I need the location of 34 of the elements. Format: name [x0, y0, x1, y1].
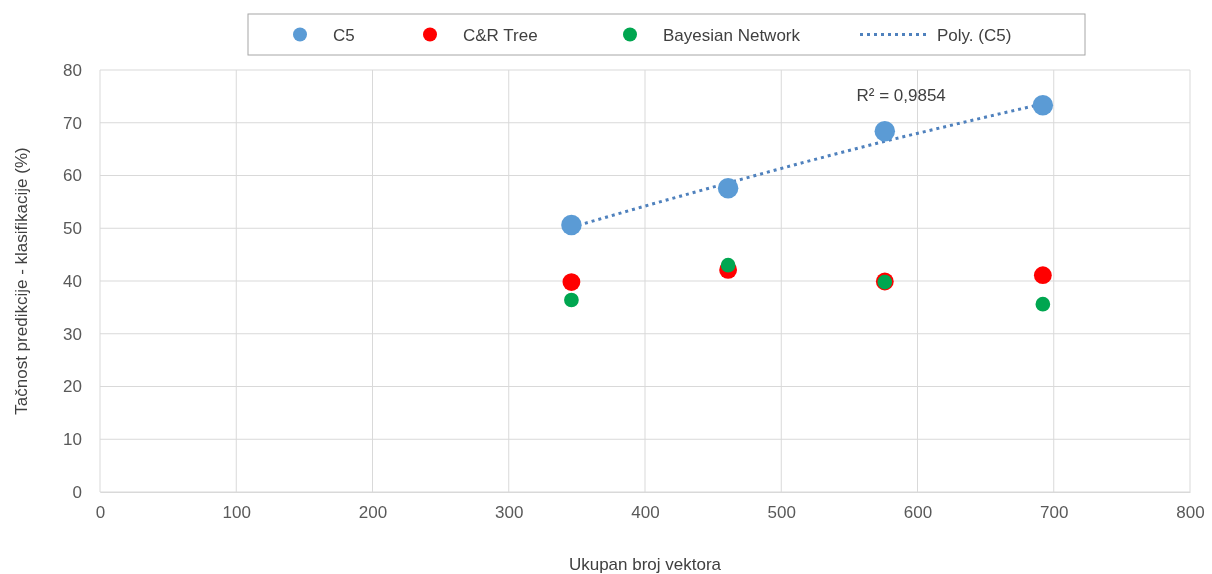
x-tick-label: 200 — [358, 503, 388, 523]
x-axis-title: Ukupan broj vektora — [568, 555, 722, 574]
point — [562, 273, 581, 291]
y-tick-label: 70 — [63, 113, 82, 133]
x-tick-label: 700 — [1040, 503, 1069, 523]
point — [561, 214, 582, 236]
point — [720, 257, 736, 273]
x-tick-label: 100 — [222, 503, 251, 523]
point — [717, 177, 739, 199]
y-tick-label: 80 — [63, 60, 82, 80]
point — [1033, 266, 1052, 285]
y-tick-label: 50 — [63, 219, 82, 239]
x-tick-label: 600 — [903, 503, 933, 523]
y-axis-title: Tačnost predikcije - klasifikacije (%) — [12, 147, 31, 415]
y-tick-label: 20 — [63, 377, 82, 397]
y-tick-label: 40 — [63, 271, 82, 291]
y-tick-label: 10 — [63, 430, 82, 450]
point — [874, 120, 896, 142]
point — [564, 292, 579, 308]
y-tick-label: 30 — [63, 324, 82, 344]
legend-label: Bayesian Network — [663, 25, 801, 45]
annotation: R² = 0,9854 — [856, 86, 946, 105]
legend-label: C&R Tree — [463, 25, 538, 45]
x-tick-label: 300 — [495, 503, 524, 523]
y-tick-label: 60 — [63, 166, 82, 186]
legend-label: C5 — [333, 25, 355, 45]
x-tick-label: 500 — [767, 503, 796, 523]
legend-label: Poly. (C5) — [937, 25, 1012, 45]
point — [1032, 95, 1054, 116]
y-tick-label: 0 — [72, 482, 82, 502]
x-tick-label: 400 — [631, 503, 660, 523]
point — [1035, 296, 1051, 312]
x-tick-label: 0 — [95, 503, 106, 523]
x-tick-label: 800 — [1176, 503, 1205, 523]
